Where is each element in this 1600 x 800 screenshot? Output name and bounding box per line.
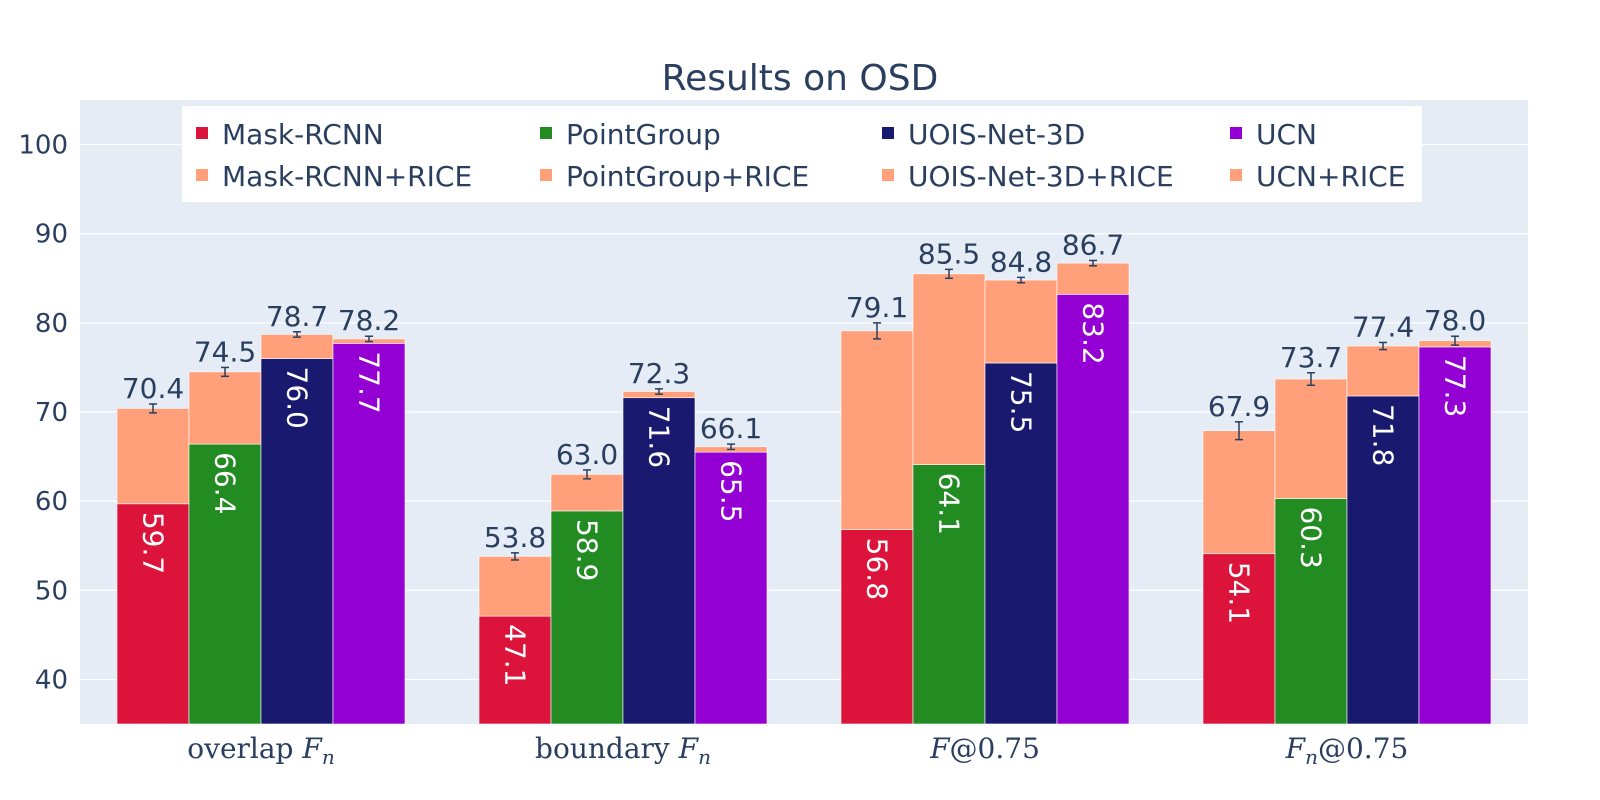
bar-base <box>550 510 624 725</box>
total-value-label: 84.8 <box>990 245 1052 278</box>
base-value-label: 71.8 <box>1367 404 1400 466</box>
bar-rice <box>260 334 334 359</box>
chart-title: Results on OSD <box>662 58 939 99</box>
base-value-label: 59.7 <box>137 512 170 574</box>
base-value-label: 71.6 <box>643 406 676 468</box>
base-value-label: 77.3 <box>1439 355 1472 417</box>
legend-entry[interactable]: PointGroup <box>566 118 721 151</box>
bar-base <box>694 451 768 725</box>
data-labels: 70.4 59.7 74.5 66.4 78.7 76.0 78.2 77.7 53.8 47.1… <box>122 228 1486 686</box>
bar-base <box>260 358 334 725</box>
base-value-label: 64.1 <box>933 473 966 535</box>
x-axis-ticks: overlap Fn boundary Fn F@0.75 Fn@0.75 <box>187 732 1408 769</box>
x-tick-label: boundary Fn <box>535 732 711 769</box>
legend-swatch <box>882 169 894 181</box>
total-value-label: 78.0 <box>1424 304 1486 337</box>
bar-rice <box>188 371 262 445</box>
y-tick-label: 50 <box>35 576 68 606</box>
base-value-label: 77.7 <box>353 351 386 413</box>
bar-base <box>188 443 262 725</box>
bar-base <box>622 397 696 725</box>
base-value-label: 75.5 <box>1005 371 1038 433</box>
base-value-label: 83.2 <box>1077 302 1110 364</box>
total-value-label: 77.4 <box>1352 310 1414 343</box>
total-value-label: 78.7 <box>266 300 328 333</box>
base-value-label: 54.1 <box>1223 562 1256 624</box>
y-tick-label: 100 <box>18 131 68 161</box>
total-value-label: 63.0 <box>556 438 618 471</box>
y-tick-label: 90 <box>35 220 68 250</box>
bar-base <box>984 362 1058 725</box>
bar-base <box>478 615 552 725</box>
total-value-label: 86.7 <box>1062 228 1124 261</box>
bar-rice <box>478 556 552 617</box>
y-tick-label: 70 <box>35 398 68 428</box>
total-value-label: 74.5 <box>194 335 256 368</box>
bar-rice <box>550 474 624 512</box>
y-tick-label: 80 <box>35 309 68 339</box>
bar-base <box>332 343 406 725</box>
legend-swatch <box>196 127 208 139</box>
bar-rice <box>1202 430 1276 555</box>
y-axis-ticks: 40 50 60 70 80 90 100 <box>18 131 68 696</box>
y-tick-label: 40 <box>35 665 68 695</box>
total-value-label: 85.5 <box>918 237 980 270</box>
bar-rice <box>984 279 1058 364</box>
base-value-label: 65.5 <box>715 460 748 522</box>
bar-rice <box>1056 262 1130 295</box>
legend-entry[interactable]: UOIS-Net-3D+RICE <box>908 160 1174 193</box>
bar-rice <box>840 330 914 530</box>
base-value-label: 66.4 <box>209 452 242 514</box>
x-tick-label: Fn@0.75 <box>1285 732 1409 769</box>
total-value-label: 66.1 <box>700 412 762 445</box>
bar-base <box>1346 395 1420 725</box>
legend-swatch <box>1230 169 1242 181</box>
legend-swatch <box>1230 127 1242 139</box>
legend-entry[interactable]: Mask-RCNN <box>222 118 384 151</box>
bar-rice <box>1274 378 1348 499</box>
legend-swatch <box>882 127 894 139</box>
total-value-label: 79.1 <box>846 291 908 324</box>
bar-base <box>912 464 986 725</box>
legend-swatch <box>196 169 208 181</box>
bars <box>116 259 1492 725</box>
total-value-label: 67.9 <box>1208 390 1270 423</box>
bar-base <box>1202 553 1276 725</box>
bar-base <box>1274 498 1348 725</box>
y-tick-label: 60 <box>35 487 68 517</box>
total-value-label: 78.2 <box>338 304 400 337</box>
x-tick-label: F@0.75 <box>929 732 1040 765</box>
base-value-label: 76.0 <box>281 367 314 429</box>
total-value-label: 73.7 <box>1280 341 1342 374</box>
bar-base <box>1056 294 1130 725</box>
base-value-label: 58.9 <box>571 519 604 581</box>
legend-swatch <box>540 127 552 139</box>
base-value-label: 56.8 <box>861 538 894 600</box>
bar-rice <box>912 273 986 465</box>
x-tick-label: overlap Fn <box>187 732 334 769</box>
legend-swatch <box>540 169 552 181</box>
legend-entry[interactable]: PointGroup+RICE <box>566 160 809 193</box>
base-value-label: 60.3 <box>1295 506 1328 568</box>
bar-rice <box>116 408 190 505</box>
total-value-label: 70.4 <box>122 372 184 405</box>
legend-entry[interactable]: UCN+RICE <box>1256 160 1405 193</box>
legend[interactable]: Mask-RCNN Mask-RCNN+RICE PointGroup PointGr… <box>182 106 1422 202</box>
legend-entry[interactable]: UOIS-Net-3D <box>908 118 1085 151</box>
total-value-label: 53.8 <box>484 521 546 554</box>
legend-entry[interactable]: UCN <box>1256 118 1317 151</box>
legend-box <box>182 106 1422 202</box>
total-value-label: 72.3 <box>628 357 690 390</box>
legend-entry[interactable]: Mask-RCNN+RICE <box>222 160 472 193</box>
base-value-label: 47.1 <box>499 624 532 686</box>
bar-rice <box>1346 345 1420 397</box>
